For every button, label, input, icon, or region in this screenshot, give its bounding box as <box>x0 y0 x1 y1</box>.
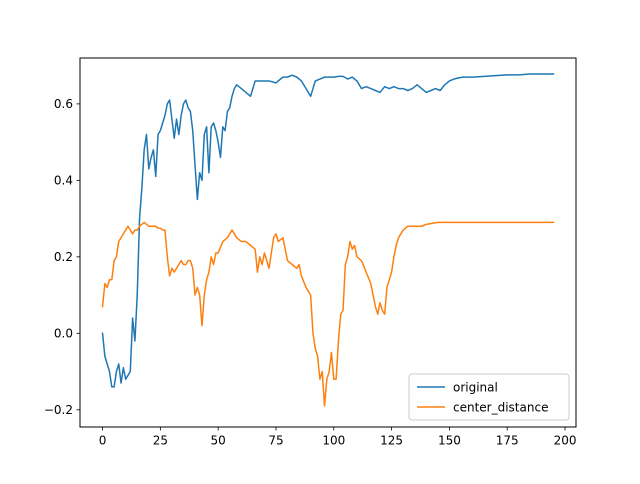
x-tick-label: 50 <box>211 434 226 448</box>
legend-label-center-distance: center_distance <box>453 400 548 414</box>
y-tick-label: −0.2 <box>44 403 73 417</box>
x-axis: 0 25 50 75 100 125 150 175 200 <box>99 427 577 448</box>
series-line-center-distance <box>101 221 555 407</box>
plot-frame <box>79 57 577 428</box>
y-tick-label: 0.0 <box>54 327 73 341</box>
x-tick-label: 0 <box>99 434 107 448</box>
y-tick-label: 0.2 <box>54 250 73 264</box>
legend: original center_distance <box>408 373 570 421</box>
series-line-original <box>101 73 555 388</box>
x-tick-label: 125 <box>380 434 403 448</box>
y-tick-label: 0.6 <box>54 97 73 111</box>
x-tick-label: 75 <box>268 434 283 448</box>
x-tick-label: 25 <box>153 434 168 448</box>
x-tick-label: 150 <box>438 434 461 448</box>
x-tick-label: 175 <box>496 434 519 448</box>
y-tick-label: 0.4 <box>54 174 73 188</box>
x-tick-label: 100 <box>322 434 345 448</box>
series-layer <box>101 73 555 407</box>
x-tick-label: 200 <box>554 434 577 448</box>
legend-box <box>408 373 570 421</box>
y-axis: −0.2 0.0 0.2 0.4 0.6 <box>44 97 80 417</box>
legend-label-original: original <box>453 380 498 394</box>
